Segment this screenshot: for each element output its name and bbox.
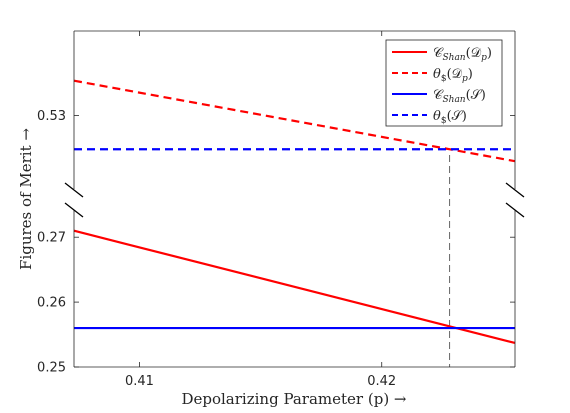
axis-break-mark-left-1 bbox=[64, 182, 84, 198]
axis-break-mark-right-2 bbox=[505, 202, 525, 218]
x-tick-label-0: 0.41 bbox=[125, 374, 154, 389]
y-tick-label-lower-0: 0.25 bbox=[37, 361, 66, 376]
axis-break-mark-left-2 bbox=[64, 202, 84, 218]
axis-break-mark-right-1 bbox=[505, 182, 525, 198]
series-line-0 bbox=[73, 229, 516, 345]
legend-entry-c-shan-dp: 𝒞Shan(𝒟p) bbox=[433, 46, 492, 63]
y-tick-label-lower-2: 0.27 bbox=[37, 231, 66, 246]
legend-entry-theta-dp: θ$(𝒟p) bbox=[433, 67, 473, 84]
legend: 𝒞Shan(𝒟p) θ$(𝒟p) 𝒞Shan(𝒮) θ$(𝒮) bbox=[385, 39, 503, 127]
x-tick-label-1: 0.42 bbox=[367, 374, 396, 389]
legend-entry-theta-s: θ$(𝒮) bbox=[433, 109, 467, 126]
x-axis-label: Depolarizing Parameter (p) → bbox=[181, 390, 406, 408]
legend-entry-c-shan-s: 𝒞Shan(𝒮) bbox=[433, 88, 486, 105]
axes-layer bbox=[64, 30, 525, 368]
series-layer bbox=[73, 79, 516, 367]
y-axis-label: Figures of Merit → bbox=[17, 128, 35, 270]
series-line-1 bbox=[73, 79, 516, 163]
y-tick-label-lower-1: 0.26 bbox=[37, 296, 66, 311]
y-tick-label-upper-0: 0.53 bbox=[37, 109, 66, 124]
ticks-layer: 0.41 0.42 0.53 0.25 0.26 0.27 bbox=[37, 31, 515, 389]
legend-box bbox=[385, 39, 503, 127]
